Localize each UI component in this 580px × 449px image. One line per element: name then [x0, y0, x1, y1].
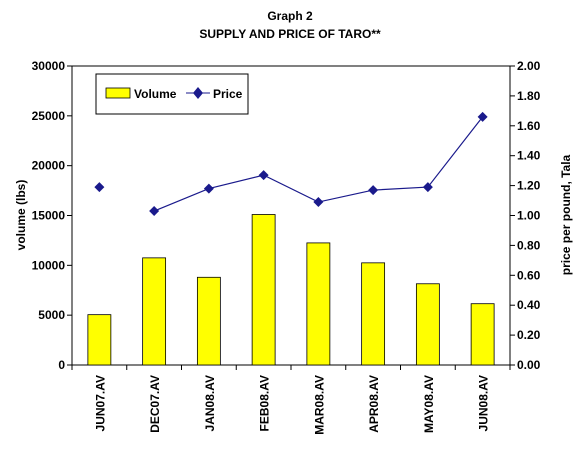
y-axis-ticks: 0 5000 10000 15000 20000 25000 30000 — [32, 59, 72, 372]
y2-axis-title: price per pound, Tala — [559, 154, 573, 275]
volume-bar — [470, 303, 495, 366]
y-tick-label: 15000 — [32, 209, 66, 223]
legend-volume-label: Volume — [134, 87, 177, 101]
y-tick-label: 30000 — [32, 59, 66, 73]
price-marker — [94, 182, 105, 193]
x-tick-label: MAR08.AV — [312, 375, 326, 435]
legend-price-label: Price — [213, 87, 243, 101]
y2-axis-ticks: 0.00 0.20 0.40 0.60 0.80 1.00 1.20 1.40 1.60 1.80… — [510, 59, 541, 372]
y2-tick-label: 1.00 — [517, 209, 541, 223]
price-marker — [422, 182, 433, 193]
x-tick-label: JUN07.AV — [93, 375, 107, 431]
x-tick-label: JUN08.AV — [477, 375, 491, 431]
y-tick-label: 20000 — [32, 159, 66, 173]
price-marker — [313, 197, 324, 208]
y2-tick-label: 0.80 — [517, 238, 541, 252]
chart-title: Graph 2 — [267, 9, 313, 23]
y-tick-label: 10000 — [32, 258, 66, 272]
x-tick-label: FEB08.AV — [258, 375, 272, 431]
volume-bar — [361, 262, 386, 366]
x-tick-label: DEC07.AV — [148, 375, 162, 433]
volume-bar — [415, 283, 440, 366]
volume-bar — [87, 314, 112, 366]
price-marker — [203, 183, 214, 194]
x-tick-label: MAY08.AV — [422, 375, 436, 433]
price-marker — [368, 185, 379, 196]
volume-bar — [142, 257, 167, 366]
price-marker — [149, 206, 160, 217]
price-series — [94, 111, 488, 217]
y2-tick-label: 0.00 — [517, 358, 541, 372]
y-axis-title: volume (lbs) — [14, 180, 28, 251]
price-line — [153, 116, 484, 212]
x-tick-label: APR08.AV — [367, 375, 381, 433]
price-marker — [258, 170, 269, 181]
x-tick-label: JAN08.AV — [203, 375, 217, 431]
y-tick-label: 5000 — [38, 308, 65, 322]
y2-tick-label: 0.40 — [517, 298, 541, 312]
legend-volume-swatch — [105, 87, 131, 99]
chart-subtitle: SUPPLY AND PRICE OF TARO** — [199, 27, 381, 41]
y2-tick-label: 0.60 — [517, 268, 541, 282]
y2-tick-label: 1.60 — [517, 119, 541, 133]
price-marker — [477, 111, 488, 122]
x-axis-ticks: JUN07.AV DEC07.AV JAN08.AV FEB08.AV MAR08.AV… — [71, 365, 511, 435]
y2-tick-label: 1.40 — [517, 149, 541, 163]
volume-bar — [196, 276, 221, 366]
y2-tick-label: 2.00 — [517, 59, 541, 73]
y2-tick-label: 1.20 — [517, 179, 541, 193]
legend: Volume Price — [95, 73, 249, 115]
legend-price-marker — [193, 87, 203, 99]
y-tick-label: 0 — [58, 358, 65, 372]
y2-tick-label: 1.80 — [517, 89, 541, 103]
volume-bar — [306, 242, 331, 366]
volume-bar — [251, 214, 276, 366]
y-tick-label: 25000 — [32, 109, 66, 123]
y2-tick-label: 0.20 — [517, 328, 541, 342]
bar-series — [87, 214, 495, 366]
